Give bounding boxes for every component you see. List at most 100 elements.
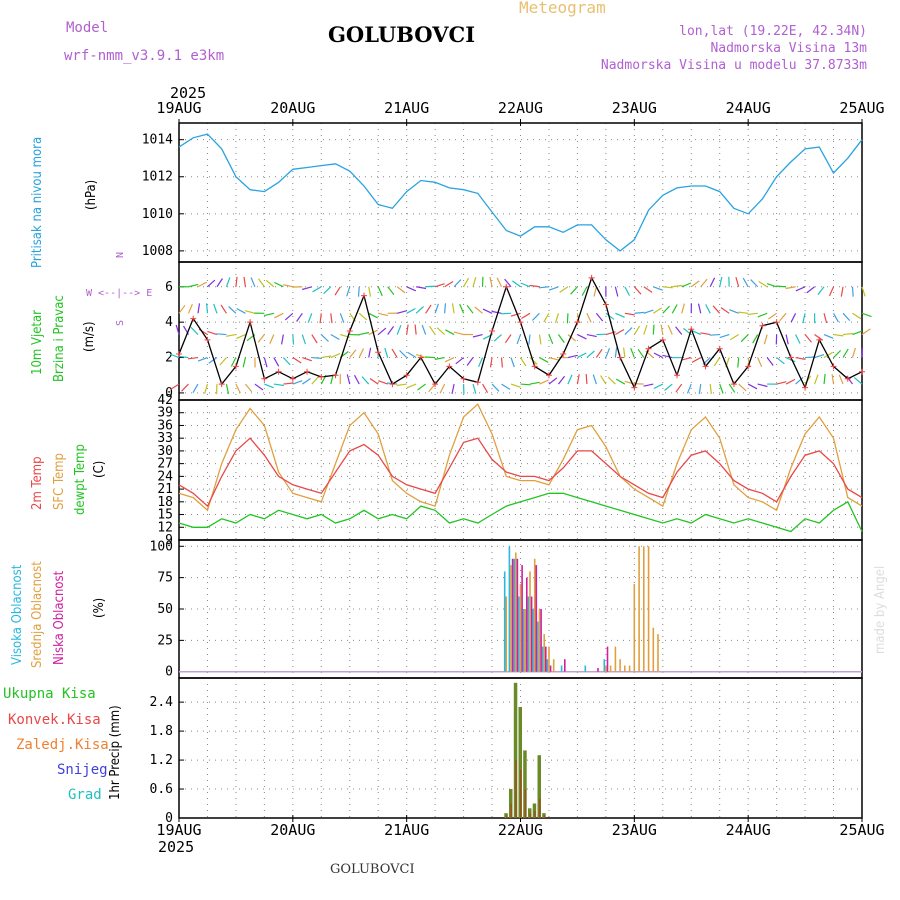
wind-direction-arrow	[428, 383, 436, 393]
wind-direction-arrow	[258, 278, 265, 288]
wind-direction-arrow	[453, 331, 464, 336]
wind-direction-arrow	[823, 374, 826, 385]
wind-direction-arrow	[691, 329, 701, 336]
wind-speed-marker	[688, 326, 695, 333]
wind-direction-arrow	[520, 282, 531, 288]
wind-direction-arrow	[750, 279, 759, 288]
wind-direction-arrow	[225, 383, 230, 395]
wind-direction-arrow	[228, 306, 237, 314]
wind-direction-arrow	[662, 354, 673, 359]
y-tick-label: 39	[157, 406, 173, 421]
wind-direction-arrow	[349, 349, 357, 358]
wind-direction-arrow	[861, 312, 872, 318]
wind-direction-arrow	[361, 376, 370, 385]
wind-direction-arrow	[548, 356, 559, 361]
y-tick-label: 1.8	[150, 724, 173, 739]
product-title: Meteogram	[519, 0, 606, 17]
cloud-unit: (%)	[92, 597, 107, 618]
wind-direction-arrow	[323, 286, 332, 295]
wind-direction-arrow	[766, 283, 777, 288]
wind-direction-arrow	[436, 327, 446, 335]
total-rain-bar	[518, 707, 522, 818]
wind-title-2: Brzina i Pravac	[52, 295, 67, 382]
wind-speed-marker	[346, 328, 353, 334]
wind-direction-arrow	[455, 357, 464, 365]
wind-direction-arrow	[301, 378, 311, 385]
wind-direction-arrow	[377, 286, 383, 297]
wind-direction-arrow	[425, 285, 436, 288]
wind-direction-arrow	[823, 351, 833, 359]
wind-direction-arrow	[543, 312, 550, 323]
footer-station: GOLUBOVCI	[330, 862, 415, 877]
wind-direction-arrow	[672, 284, 683, 288]
wind-direction-arrow	[814, 354, 825, 359]
wind-direction-arrow	[557, 334, 565, 343]
wind-direction-arrow	[548, 286, 559, 291]
wind-direction-arrow	[282, 357, 291, 366]
wind-direction-arrow	[805, 356, 816, 359]
wind-speed-marker	[659, 336, 666, 343]
wind-direction-arrow	[311, 334, 318, 344]
wind-speed-line	[178, 276, 863, 390]
y-tick-label: 1010	[142, 207, 173, 222]
wind-direction-arrow	[417, 383, 426, 391]
wind-direction-arrow	[538, 286, 550, 289]
wind-speed-marker	[204, 336, 211, 343]
y-tick-label: 0	[165, 386, 173, 401]
convective-rain-bar	[529, 813, 531, 818]
wind-direction-arrow	[273, 383, 284, 387]
wind-direction-arrow	[690, 280, 700, 288]
wind-direction-arrow	[623, 347, 626, 358]
convective-rain-bar	[524, 789, 527, 818]
wind-direction-arrow	[630, 347, 635, 358]
wind-direction-arrow	[302, 286, 312, 291]
wind-direction-arrow	[429, 325, 436, 335]
y-tick-label: 50	[157, 602, 173, 617]
y-tick-label: 18	[157, 495, 173, 510]
wind-speed-marker	[716, 345, 723, 352]
wind-direction-arrow	[605, 312, 615, 320]
wind-direction-arrow	[605, 347, 611, 358]
wind-direction-arrow	[236, 307, 246, 314]
wind-direction-arrow	[709, 333, 720, 336]
wind-direction-arrow	[691, 357, 702, 363]
wind-direction-arrow	[785, 334, 789, 345]
wind-direction-arrow	[713, 357, 721, 367]
wind-direction-arrow	[225, 277, 231, 287]
wind-speed-marker	[432, 381, 439, 388]
wind-direction-arrow	[187, 303, 193, 314]
wind-direction-arrow	[311, 376, 319, 385]
precip-legend-snow: Snijeg	[57, 762, 108, 778]
y-tick-label: 9	[165, 533, 173, 548]
year-top: 2025	[170, 84, 207, 102]
y-tick-label: 100	[150, 539, 173, 554]
pressure-line	[178, 133, 863, 252]
wind-direction-arrow	[368, 347, 372, 358]
wind-direction-arrow	[178, 304, 186, 314]
wind-direction-arrow	[396, 325, 402, 335]
wind-direction-arrow	[397, 310, 407, 314]
wind-direction-arrow	[660, 324, 664, 335]
wind-speed-marker	[816, 336, 823, 343]
wind-direction-arrow	[705, 304, 711, 314]
wind-direction-arrow	[529, 284, 540, 288]
wind-direction-arrow	[245, 310, 256, 314]
wind-direction-arrow	[643, 309, 654, 314]
wind-speed-marker	[531, 363, 538, 370]
wind-direction-arrow	[795, 286, 806, 292]
wind-direction-arrow	[814, 374, 819, 385]
wind-direction-arrow	[425, 356, 436, 359]
wind-direction-arrow	[178, 355, 189, 359]
wind-direction-arrow	[320, 334, 329, 342]
convective-rain-bar	[510, 803, 512, 818]
wind-direction-arrow	[311, 356, 322, 359]
wind-direction-arrow	[292, 380, 303, 385]
wind-direction-arrow	[292, 334, 295, 345]
wind-direction-arrow	[785, 286, 796, 290]
y-tick-label: 1012	[142, 170, 173, 185]
wind-speed-marker	[674, 372, 681, 379]
x-tick-label-top: 21AUG	[384, 99, 429, 117]
wind-direction-arrow	[738, 383, 747, 392]
wind-direction-arrow	[795, 376, 804, 385]
pressure-unit: (hPa)	[84, 179, 99, 210]
